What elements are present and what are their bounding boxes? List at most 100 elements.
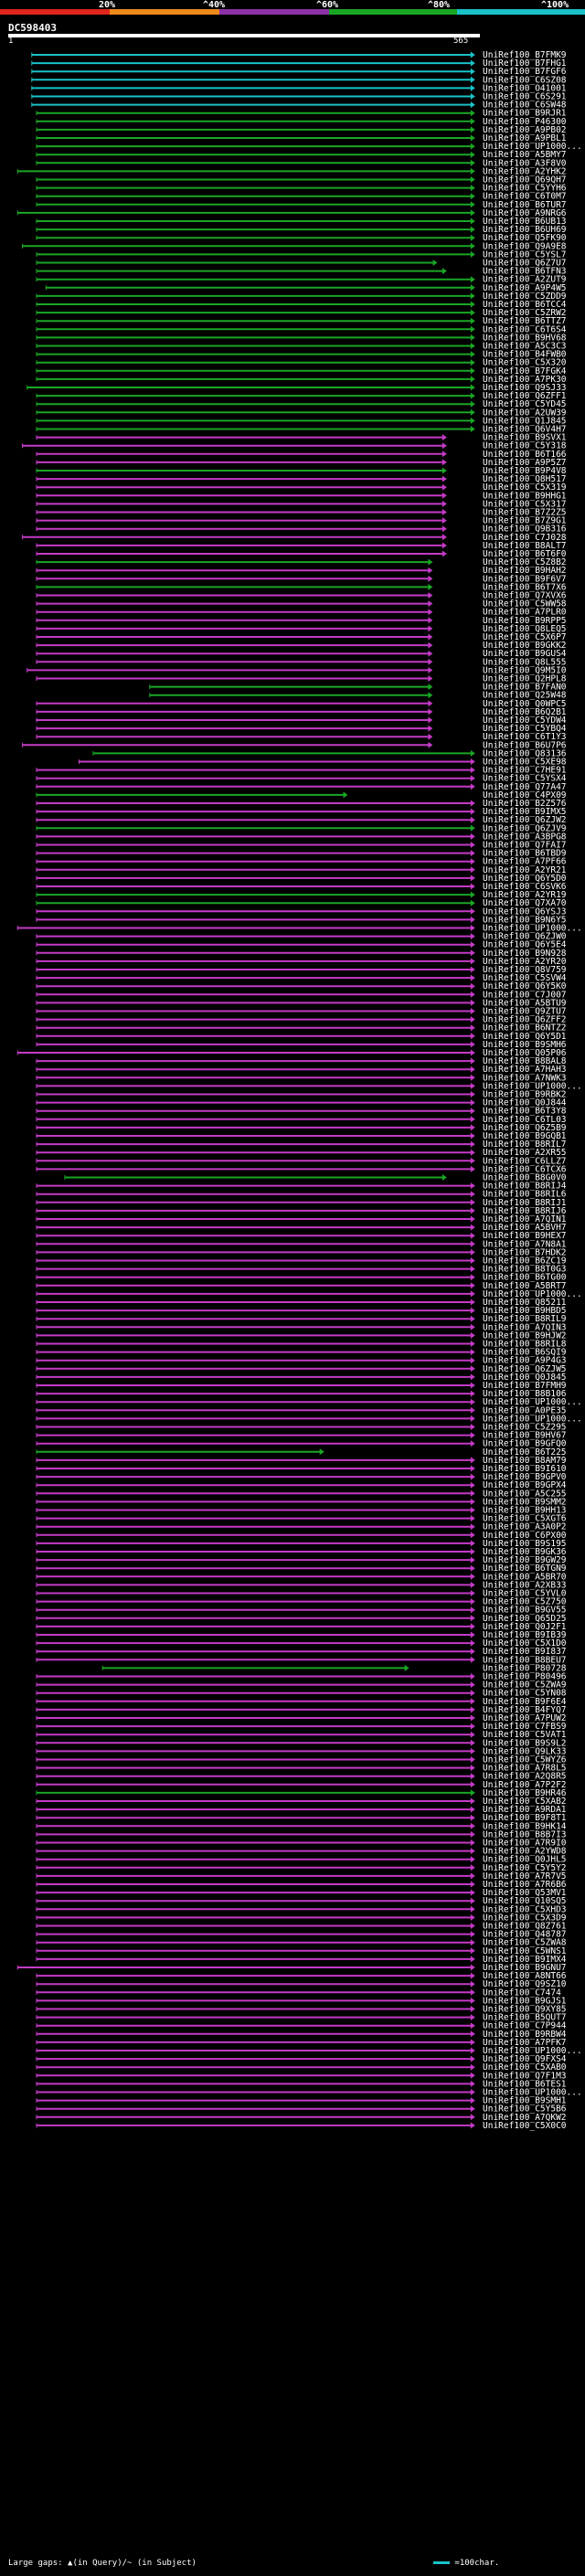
hit-label[interactable]: UniRef100_B6TTZ7 bbox=[483, 316, 567, 326]
hit-label[interactable]: UniRef100_B8BEU7 bbox=[483, 1655, 567, 1665]
hit-row[interactable]: UniRef100_Q6Y5K0 bbox=[36, 981, 567, 991]
hit-row[interactable]: UniRef100_B9IMX5 bbox=[36, 807, 567, 817]
hit-row[interactable]: UniRef100_B9IB39 bbox=[36, 1630, 567, 1640]
hit-label[interactable]: UniRef100_O41001 bbox=[483, 83, 567, 93]
hit-row[interactable]: UniRef100_C5YVL0 bbox=[36, 1589, 567, 1599]
hit-label[interactable]: UniRef100_B8ALT7 bbox=[483, 541, 567, 551]
hit-label[interactable]: UniRef100_A7PK30 bbox=[483, 375, 567, 385]
hit-row[interactable]: UniRef100_C7HE91 bbox=[36, 766, 567, 776]
hit-row[interactable]: UniRef100_C5WNS1 bbox=[36, 1946, 567, 1956]
hit-row[interactable]: UniRef100_Q77A47 bbox=[36, 782, 567, 792]
hit-row[interactable]: UniRef100_B9GPV0 bbox=[36, 1472, 567, 1482]
hit-row[interactable]: UniRef100_C5XE98 bbox=[78, 758, 567, 768]
hit-row[interactable]: UniRef100_Q6ZFF2 bbox=[36, 1015, 567, 1025]
hit-label[interactable]: UniRef100_Q9M5I0 bbox=[483, 665, 567, 675]
hit-row[interactable]: UniRef100_B9GV55 bbox=[36, 1606, 567, 1616]
hit-label[interactable]: UniRef100_B7Z9G1 bbox=[483, 516, 567, 526]
hit-row[interactable]: UniRef100_B7Z2Z5 bbox=[36, 508, 567, 518]
hit-row[interactable]: UniRef100_P80496 bbox=[36, 1672, 567, 1682]
hit-row[interactable]: UniRef100_B9HBD5 bbox=[36, 1306, 567, 1316]
hit-label[interactable]: UniRef100_B8RIJ1 bbox=[483, 1198, 567, 1208]
hit-label[interactable]: UniRef100_Q77A47 bbox=[483, 782, 567, 792]
hit-label[interactable]: UniRef100_B5QUT7 bbox=[483, 2013, 567, 2023]
hit-label[interactable]: UniRef100_Q6ZJW5 bbox=[483, 1364, 567, 1374]
hit-label[interactable]: UniRef100_B6TBD9 bbox=[483, 849, 567, 859]
hit-label[interactable]: UniRef100_Q83136 bbox=[483, 748, 567, 758]
hit-row[interactable]: UniRef100_C4PX09 bbox=[36, 790, 567, 800]
hit-label[interactable]: UniRef100_B9P4V8 bbox=[483, 466, 567, 476]
hit-row[interactable]: UniRef100_B8RIL6 bbox=[36, 1190, 567, 1200]
hit-row[interactable]: UniRef100_Q2HPL8 bbox=[36, 674, 567, 684]
hit-row[interactable]: UniRef100_A2YR20 bbox=[36, 957, 567, 967]
hit-label[interactable]: UniRef100_C7J028 bbox=[483, 533, 567, 543]
hit-label[interactable]: UniRef100_B6U7P6 bbox=[483, 740, 567, 750]
hit-label[interactable]: UniRef100_Q7F1M3 bbox=[483, 2071, 567, 2081]
hit-label[interactable]: UniRef100_C5Z8B2 bbox=[483, 557, 567, 567]
hit-row[interactable]: UniRef100_C6TCX6 bbox=[36, 1164, 567, 1174]
hit-label[interactable]: UniRef100_B6SQI9 bbox=[483, 1348, 567, 1358]
hit-label[interactable]: UniRef100_Q9B316 bbox=[483, 525, 567, 535]
hit-row[interactable]: UniRef100_B6T6F0 bbox=[36, 549, 567, 559]
hit-label[interactable]: UniRef100_A9P4G3 bbox=[483, 1356, 567, 1366]
hit-row[interactable]: UniRef100_A7R9I0 bbox=[36, 1839, 567, 1849]
hit-row[interactable]: UniRef100_B9S195 bbox=[36, 1539, 567, 1549]
hit-label[interactable]: UniRef100_C5Y318 bbox=[483, 441, 567, 451]
hit-label[interactable]: UniRef100_A7QIN1 bbox=[483, 1214, 567, 1224]
hit-label[interactable]: UniRef100_B9HBD5 bbox=[483, 1306, 567, 1316]
hit-label[interactable]: UniRef100_A7HAH3 bbox=[483, 1065, 567, 1075]
hit-row[interactable]: UniRef100_B9RPP5 bbox=[36, 616, 567, 626]
hit-label[interactable]: UniRef100_Q6Y5K0 bbox=[483, 981, 567, 991]
hit-row[interactable]: UniRef100_Q9ZTU7 bbox=[36, 1007, 567, 1017]
hit-label[interactable]: UniRef100_Q9ZTU7 bbox=[483, 1007, 567, 1017]
hit-row[interactable]: UniRef100_A5BTU9 bbox=[36, 998, 567, 1008]
hit-label[interactable]: UniRef100_A2UW39 bbox=[483, 408, 567, 418]
hit-label[interactable]: UniRef100_B9N928 bbox=[483, 949, 567, 959]
hit-label[interactable]: UniRef100_A2YWD8 bbox=[483, 1847, 567, 1857]
hit-label[interactable]: UniRef100_B6TCC4 bbox=[483, 300, 567, 310]
hit-label[interactable]: UniRef100_C5YD45 bbox=[483, 399, 567, 409]
hit-label[interactable]: UniRef100_B6NTZ2 bbox=[483, 1023, 567, 1034]
hit-row[interactable]: UniRef100_C5X320 bbox=[36, 358, 567, 368]
hit-row[interactable]: UniRef100_UP1000... bbox=[36, 1414, 582, 1424]
hit-label[interactable]: UniRef100_C5Z295 bbox=[483, 1423, 567, 1433]
hit-row[interactable]: UniRef100_C5YSX4 bbox=[36, 774, 567, 784]
hit-label[interactable]: UniRef100_C5XGT6 bbox=[483, 1514, 567, 1524]
hit-label[interactable]: UniRef100_Q6Y5E4 bbox=[483, 940, 567, 950]
hit-row[interactable]: UniRef100_B8BEU7 bbox=[36, 1655, 567, 1665]
hit-row[interactable]: UniRef100_C5Y5B6 bbox=[36, 2104, 567, 2115]
hit-label[interactable]: UniRef100_UP1000... bbox=[483, 142, 582, 152]
hit-row[interactable]: UniRef100_C5VAT1 bbox=[36, 1730, 567, 1740]
hit-row[interactable]: UniRef100_A9NRG6 bbox=[16, 208, 567, 218]
hit-label[interactable]: UniRef100_Q6Z7U7 bbox=[483, 259, 567, 269]
hit-label[interactable]: UniRef100_C5ZWA8 bbox=[483, 1938, 567, 1948]
hit-row[interactable]: UniRef100_A7QKW2 bbox=[36, 2113, 567, 2123]
hit-row[interactable]: UniRef100_C5Y318 bbox=[21, 441, 567, 451]
hit-label[interactable]: UniRef100_Q0J844 bbox=[483, 1098, 567, 1108]
hit-label[interactable]: UniRef100_B9GW29 bbox=[483, 1555, 567, 1565]
hit-row[interactable]: UniRef100_B9SMH1 bbox=[36, 2096, 567, 2106]
hit-row[interactable]: UniRef100_C5X319 bbox=[36, 482, 567, 493]
hit-row[interactable]: UniRef100_C7474 bbox=[36, 1988, 561, 1998]
hit-row[interactable]: UniRef100_C5X6P7 bbox=[36, 632, 567, 642]
hit-row[interactable]: UniRef100_A7QIN3 bbox=[36, 1322, 567, 1332]
hit-row[interactable]: UniRef100_A2YR19 bbox=[36, 890, 567, 900]
hit-label[interactable]: UniRef100_A5C3C3 bbox=[483, 342, 567, 352]
hit-label[interactable]: UniRef100_B9IMX5 bbox=[483, 807, 567, 817]
hit-label[interactable]: UniRef100_B9SMH6 bbox=[483, 1040, 567, 1050]
hit-label[interactable]: UniRef100_P80728 bbox=[483, 1663, 567, 1673]
hit-row[interactable]: UniRef100_Q7XA70 bbox=[36, 898, 567, 908]
hit-label[interactable]: UniRef100_B7FGF6 bbox=[483, 67, 567, 77]
hit-label[interactable]: UniRef100_B6TUR7 bbox=[483, 200, 567, 210]
hit-row[interactable]: UniRef100_B6U7P6 bbox=[21, 740, 567, 750]
hit-label[interactable]: UniRef100_Q8Z761 bbox=[483, 1922, 567, 1932]
hit-row[interactable]: UniRef100_B6Q2B1 bbox=[36, 707, 567, 717]
hit-label[interactable]: UniRef100_C5YSX4 bbox=[483, 774, 567, 784]
hit-label[interactable]: UniRef100_C5XAB0 bbox=[483, 2062, 567, 2072]
hit-label[interactable]: UniRef100_UP1000... bbox=[483, 1397, 582, 1407]
hit-row[interactable]: UniRef100_C6T0M7 bbox=[36, 192, 567, 202]
hit-label[interactable]: UniRef100_B9GK36 bbox=[483, 1547, 567, 1557]
hit-label[interactable]: UniRef100_B9SMH1 bbox=[483, 2096, 567, 2106]
hit-label[interactable]: UniRef100_Q6ZJW2 bbox=[483, 815, 567, 825]
hit-label[interactable]: UniRef100_C5X320 bbox=[483, 358, 567, 368]
hit-row[interactable]: UniRef100_B9I837 bbox=[36, 1647, 567, 1657]
